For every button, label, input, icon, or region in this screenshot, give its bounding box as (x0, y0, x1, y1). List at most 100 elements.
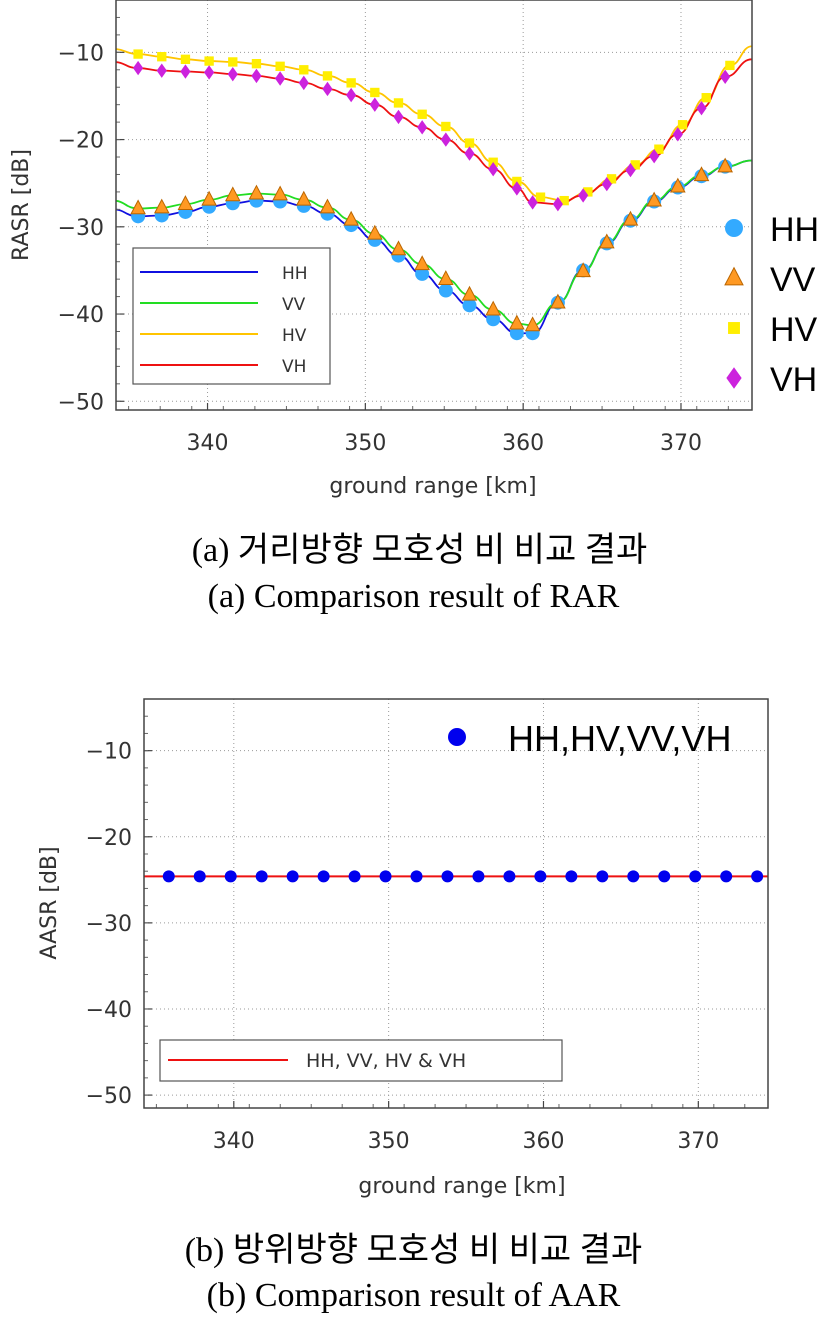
data-point-vh (417, 120, 428, 135)
y-tick-label: −40 (58, 303, 104, 328)
marker-legend-symbol-hv (728, 322, 740, 334)
data-point-all-pol (751, 870, 764, 883)
data-point-hv (630, 160, 640, 170)
aasr-ticks: 340 350 360 370 −10 −20 −30 −40 −50 (86, 698, 746, 1154)
data-point-vh (578, 188, 589, 203)
x-tick-label: 350 (368, 1129, 410, 1154)
data-point-vv (693, 166, 710, 182)
aasr-chart: 340 350 360 370 −10 −20 −30 −40 −50 ground range… (37, 698, 769, 1199)
marker-legend-label-hv: HV (770, 311, 818, 349)
data-point-vv (366, 224, 383, 240)
data-point-vv (177, 195, 194, 210)
data-point-hv (228, 57, 238, 67)
data-point-vh (227, 66, 238, 82)
legend-label-hv: HV (282, 326, 307, 346)
data-point-vh (672, 127, 683, 142)
data-point-vh (132, 60, 144, 76)
data-point-vv (550, 293, 566, 309)
rasr-y-axis-label: RASR [dB] (9, 149, 34, 261)
marker-legend-symbol-vh (726, 367, 742, 389)
rasr-series-markers (130, 49, 735, 341)
data-point-all-pol (317, 870, 330, 883)
aasr-legend-label: HH, VV, HV & VH (306, 1050, 466, 1072)
data-point-vv (575, 262, 591, 278)
data-point-vv (390, 240, 407, 256)
data-point-vh (511, 181, 522, 196)
data-point-hv (370, 87, 380, 98)
data-point-all-pol (410, 870, 423, 883)
x-tick-label: 340 (187, 431, 229, 456)
data-point-hh (438, 283, 453, 298)
legend-label-vv: VV (282, 295, 306, 315)
data-point-all-pol (379, 870, 392, 883)
series-line-hv (116, 45, 752, 202)
data-point-vv (201, 190, 217, 206)
x-tick-label: 370 (677, 1129, 719, 1154)
data-point-hv (441, 121, 451, 132)
marker-legend-label-vv: VV (770, 261, 816, 299)
data-point-vh (251, 68, 262, 84)
data-point-vh (346, 87, 357, 103)
data-point-all-pol (534, 870, 547, 883)
rasr-line-legend: HH VV HV VH (132, 247, 331, 385)
aasr-line-legend: HH, VV, HV & VH (159, 1039, 563, 1082)
data-point-vh (720, 69, 731, 84)
data-point-vh (180, 64, 191, 79)
rasr-line-legend-box (132, 247, 331, 385)
data-point-hv (417, 109, 427, 119)
data-point-all-pol (565, 870, 578, 883)
rasr-series-lines (116, 45, 752, 335)
aasr-series-markers (162, 870, 764, 883)
data-point-all-pol (193, 870, 206, 883)
series-line-vh (116, 58, 752, 206)
data-point-all-pol (441, 870, 454, 883)
y-tick-label: −20 (58, 129, 104, 154)
data-point-vh (625, 162, 636, 178)
data-point-vh (527, 195, 538, 210)
rasr-ticks: 340 350 360 370 −10 −20 −30 −40 −50 (58, 0, 729, 456)
marker-legend-symbol-vv (724, 266, 744, 286)
data-point-hv (157, 52, 167, 62)
data-point-all-pol (162, 870, 175, 883)
data-point-hv (559, 195, 569, 206)
aasr-marker-legend-label: HH,HV,VV,VH (508, 718, 731, 759)
legend-label-vh: VH (282, 357, 306, 377)
rasr-marker-legend: HH VV HV VH (724, 211, 819, 399)
data-point-all-pol (255, 870, 268, 883)
data-point-hv (654, 144, 664, 154)
data-point-all-pol (689, 870, 702, 883)
caption-a-korean: (a) 거리방향 모호성 비 비교 결과 (191, 532, 648, 569)
data-point-hh (415, 266, 430, 281)
x-tick-label: 350 (344, 431, 386, 456)
data-point-vh (464, 146, 475, 161)
aasr-y-axis-label: AASR [dB] (37, 846, 62, 959)
data-point-vh (369, 97, 380, 112)
caption-b-english: (b) Comparison result of AAR (206, 1277, 621, 1314)
data-point-all-pol (286, 870, 299, 883)
x-tick-label: 370 (660, 431, 702, 456)
y-tick-label: −20 (86, 826, 132, 851)
data-point-hv (677, 120, 688, 130)
data-point-vv (224, 186, 241, 202)
data-point-hh (509, 326, 524, 341)
y-tick-label: −10 (86, 740, 132, 765)
data-point-vv (414, 255, 430, 271)
data-point-vh (601, 176, 612, 192)
data-point-hv (180, 54, 191, 64)
data-point-vv (248, 184, 265, 200)
data-point-vv (598, 233, 615, 249)
y-tick-label: −50 (58, 390, 104, 415)
marker-legend-symbol-hh (725, 219, 743, 237)
data-point-vv (646, 191, 662, 207)
data-point-hv (322, 71, 333, 81)
data-point-all-pol (720, 870, 733, 883)
data-point-vv (295, 190, 312, 206)
data-point-all-pol (658, 870, 671, 883)
y-tick-label: −30 (86, 912, 132, 937)
data-point-vv (461, 285, 478, 301)
y-tick-label: −50 (86, 1084, 132, 1109)
caption-b-korean: (b) 방위방향 모호성 비 비교 결과 (184, 1232, 643, 1269)
data-point-all-pol (627, 870, 640, 883)
data-point-vv (319, 198, 336, 214)
data-point-vv (485, 300, 502, 316)
